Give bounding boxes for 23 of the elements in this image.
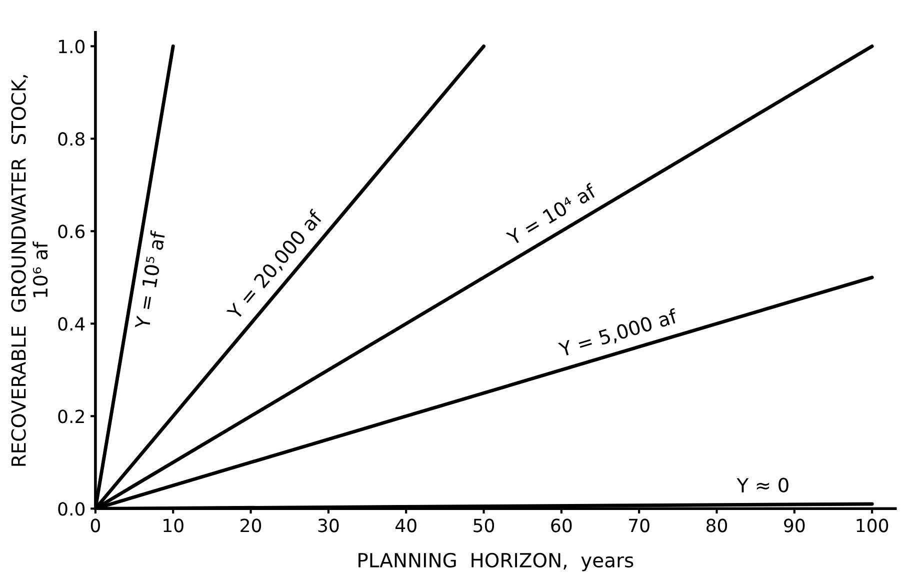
x-tick-label: 50 [474, 518, 494, 532]
x-tick-label: 70 [629, 518, 650, 532]
x-tick-label: 20 [240, 518, 262, 532]
text: Y = 10⁵ af [134, 230, 166, 330]
text: Y = 10⁴ af [505, 182, 598, 246]
x-tick-label: 100 [856, 518, 888, 532]
x-axis-title: PLANNING HORIZON, years [358, 552, 634, 572]
y-tick-label: 1.0 [58, 40, 85, 54]
x-tick-label: 40 [395, 518, 416, 532]
series-label: Y ≈ 0 [736, 478, 788, 493]
y-tick-label: 0.0 [58, 502, 85, 516]
x-tick-label: 60 [551, 518, 572, 532]
x-tick-label: 90 [784, 518, 805, 532]
x-tick-label: 80 [706, 518, 728, 532]
x-tick-label: 30 [318, 518, 339, 532]
y-tick-label: 0.4 [58, 317, 85, 331]
y-axis-title: RECOVERABLE GROUNDWATER STOCK, 10⁶ af [11, 75, 48, 466]
x-tick-label: 0 [90, 518, 100, 532]
text: Y = 5,000 af [558, 308, 680, 359]
y-tick-label: 0.8 [58, 132, 84, 146]
x-tick-label: 10 [164, 518, 184, 532]
y-tick-label: 0.2 [58, 410, 84, 424]
y-tick-label: 0.6 [58, 224, 85, 238]
